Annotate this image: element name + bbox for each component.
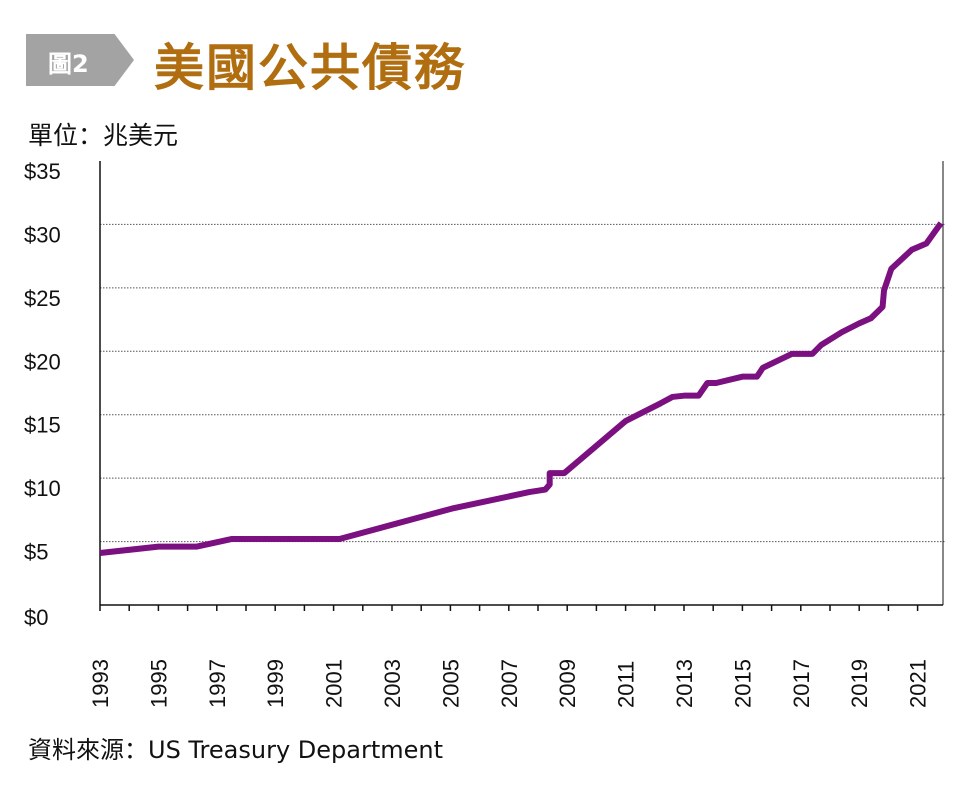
x-tick-label: 2003: [380, 659, 405, 708]
x-tick-label: 2005: [438, 659, 463, 708]
x-tick-label: 2001: [322, 659, 347, 708]
unit-label: 單位：兆美元: [28, 121, 179, 150]
figure-badge: 圖2: [26, 34, 134, 86]
y-tick-label: $35: [24, 159, 61, 184]
chart-title: 美國公共債務: [154, 38, 466, 97]
x-tick-label: 2017: [789, 659, 814, 708]
x-tick-label: 2021: [906, 659, 931, 708]
x-tick-label: 2011: [614, 661, 639, 708]
debt-line: [99, 221, 944, 556]
x-tick-label: 2007: [497, 659, 522, 708]
x-tick-label: 1993: [88, 659, 113, 708]
y-tick-label: $10: [24, 476, 61, 501]
y-tick-label: $0: [24, 605, 48, 630]
y-tick-label: $5: [24, 540, 48, 565]
y-tick-label: $25: [24, 286, 61, 311]
x-tick-label: 2015: [730, 659, 755, 708]
x-tick-label: 1995: [146, 659, 171, 708]
x-tick-label: 1997: [205, 659, 230, 708]
x-tick-label: 2013: [672, 659, 697, 708]
x-tick-label: 1999: [263, 659, 288, 708]
figure-number: 圖2: [48, 50, 89, 78]
y-tick-label: $20: [24, 349, 61, 374]
source-note: 資料來源：US Treasury Department: [28, 736, 444, 764]
x-tick-label: 2009: [555, 659, 580, 708]
y-tick-label: $15: [24, 413, 61, 438]
x-tick-label: 2019: [847, 659, 872, 708]
y-tick-label: $30: [24, 222, 61, 247]
